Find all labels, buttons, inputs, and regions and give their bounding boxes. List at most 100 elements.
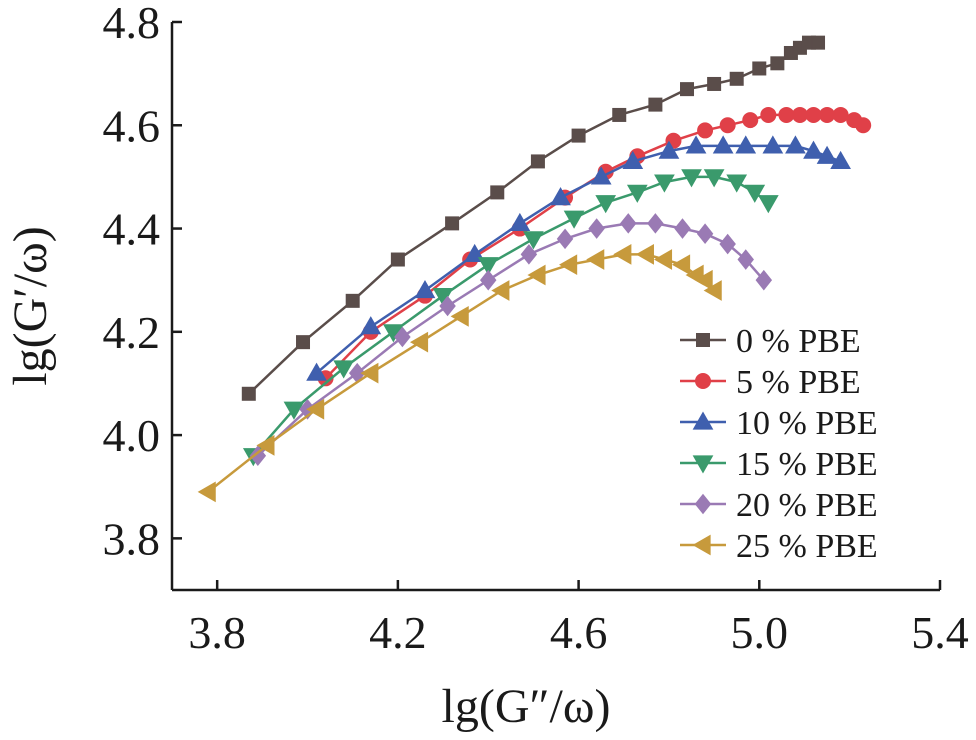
data-point xyxy=(612,107,627,122)
data-point xyxy=(394,326,411,348)
legend-item: 10 % PBE xyxy=(680,405,878,442)
data-point xyxy=(622,150,644,170)
data-point xyxy=(491,280,510,301)
data-point xyxy=(703,280,722,301)
data-point xyxy=(345,293,360,308)
data-point xyxy=(635,244,654,265)
data-point xyxy=(654,174,675,193)
data-point xyxy=(760,106,777,123)
data-point xyxy=(490,185,505,200)
y-tick-label: 4.8 xyxy=(103,0,161,48)
data-point xyxy=(479,269,497,291)
data-point xyxy=(762,135,784,154)
data-point xyxy=(439,295,456,317)
legend-item: 0 % PBE xyxy=(680,323,861,360)
x-tick-label: 5.4 xyxy=(911,607,969,658)
data-point xyxy=(755,269,773,291)
data-point xyxy=(648,97,663,112)
data-point xyxy=(256,435,275,456)
axes: 3.8 4.2 4.6 5.0 5.4 3.8 4.0 4.2 4.4 4.6 4.8 lg(G″/ω… xyxy=(4,0,969,733)
data-point xyxy=(450,305,469,327)
legend-marker xyxy=(692,455,714,474)
data-point xyxy=(819,106,836,123)
data-point xyxy=(658,140,680,159)
data-point xyxy=(770,56,785,71)
data-point xyxy=(588,218,605,239)
y-axis-title: lg(G′/ω) xyxy=(4,226,57,385)
data-point xyxy=(707,76,722,91)
data-point xyxy=(520,244,538,265)
data-point xyxy=(785,135,806,154)
data-point xyxy=(626,184,648,203)
data-point xyxy=(595,195,617,214)
data-point xyxy=(283,401,305,420)
legend-marker xyxy=(694,493,712,515)
data-point xyxy=(805,106,822,123)
data-point xyxy=(477,257,499,276)
data-point xyxy=(306,362,327,381)
data-point xyxy=(360,362,379,384)
x-tick-label: 5.0 xyxy=(731,607,789,658)
data-point xyxy=(550,187,571,206)
data-point xyxy=(674,218,691,239)
legend-label: 5 % PBE xyxy=(736,364,861,401)
legend-marker xyxy=(692,411,714,430)
legend-marker xyxy=(695,373,711,389)
y-tick-label: 4.4 xyxy=(103,204,161,255)
legend-marker xyxy=(696,333,710,347)
y-tick-label: 3.8 xyxy=(103,513,161,564)
data-point xyxy=(855,117,872,134)
legend-item: 15 % PBE xyxy=(680,446,878,483)
data-point xyxy=(530,154,545,169)
x-tick-label: 4.2 xyxy=(369,607,427,658)
data-point xyxy=(685,135,707,154)
data-point xyxy=(719,117,736,134)
data-point xyxy=(647,213,664,234)
series-layer xyxy=(197,35,872,503)
data-point xyxy=(527,264,546,286)
series-2 xyxy=(306,135,851,381)
data-point xyxy=(559,254,578,276)
data-point xyxy=(333,360,355,379)
series-line xyxy=(207,253,716,493)
legend: 0 % PBE 5 % PBE 10 % PBE 15 % PBE 20 % PBE 25… xyxy=(680,323,878,565)
legend-label: 20 % PBE xyxy=(736,487,878,524)
data-point xyxy=(671,254,691,276)
data-point xyxy=(653,249,673,270)
data-point xyxy=(803,140,824,159)
data-point xyxy=(830,150,851,170)
data-point xyxy=(737,249,754,270)
data-point xyxy=(523,231,544,250)
data-point xyxy=(414,280,436,299)
data-point xyxy=(509,212,531,232)
data-point xyxy=(306,398,325,420)
data-point xyxy=(697,122,714,139)
data-point xyxy=(249,445,267,467)
data-point xyxy=(744,184,766,203)
data-point xyxy=(620,213,637,234)
series-5 xyxy=(197,244,722,503)
data-point xyxy=(696,223,714,245)
legend-item: 20 % PBE xyxy=(680,487,878,524)
y-tick-label: 4.0 xyxy=(103,410,161,461)
data-point xyxy=(811,35,826,50)
data-point xyxy=(742,112,759,129)
data-point xyxy=(390,252,405,267)
data-point xyxy=(613,244,632,265)
data-point xyxy=(757,195,779,214)
data-point xyxy=(586,249,605,270)
data-point xyxy=(241,386,256,401)
series-line xyxy=(252,175,770,457)
data-point xyxy=(752,61,767,76)
legend-item: 5 % PBE xyxy=(680,364,861,401)
data-point xyxy=(778,106,795,123)
y-tick-label: 4.2 xyxy=(103,307,161,358)
legend-label: 10 % PBE xyxy=(736,405,878,442)
data-point xyxy=(791,106,808,123)
x-tick-label: 4.6 xyxy=(550,607,608,658)
data-point xyxy=(694,269,713,291)
data-point xyxy=(445,216,460,231)
data-point xyxy=(712,135,734,154)
data-point xyxy=(296,335,311,350)
